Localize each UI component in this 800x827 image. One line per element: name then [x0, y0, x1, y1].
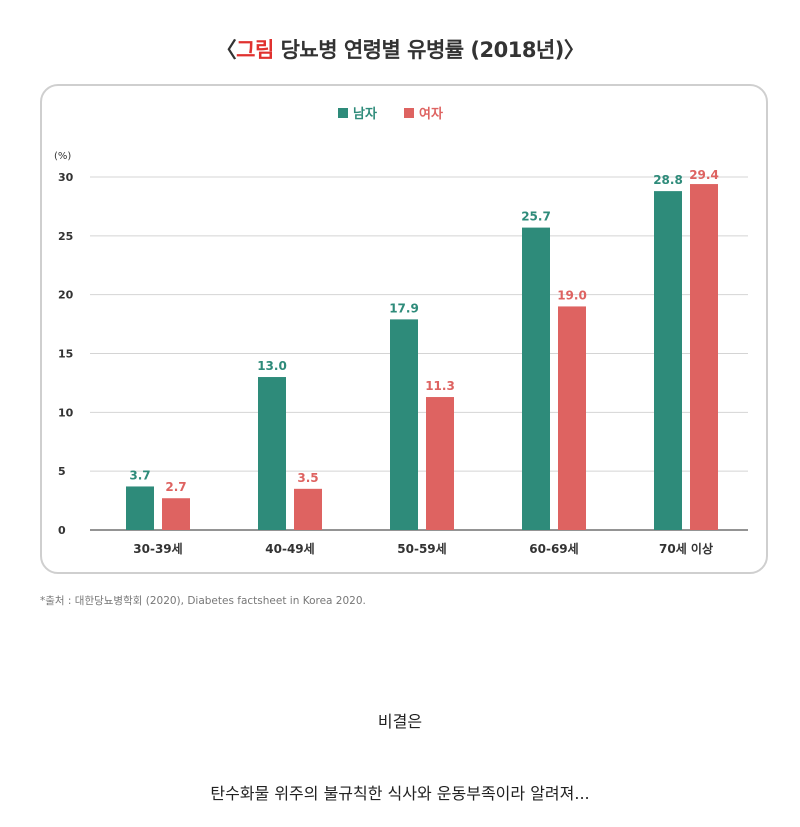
- x-tick-label: 30-39세: [133, 541, 182, 556]
- y-tick-label: 20: [58, 289, 74, 302]
- page-title: 〈그림 당뇨병 연령별 유병률 (2018년)〉: [0, 34, 800, 64]
- data-label: 3.7: [129, 468, 150, 482]
- y-tick-label: 25: [58, 230, 73, 243]
- bars: [126, 184, 718, 530]
- bar: [162, 498, 190, 530]
- bar: [294, 488, 322, 530]
- y-axis: (%) 0 5 10 15 20 25 30: [54, 151, 74, 537]
- data-label: 2.7: [165, 480, 186, 494]
- bar-chart: 남자 여자 (%) 0 5 10 15 20 25 30 3.7 2.7 13.0 3.5 17.9 11…: [54, 106, 748, 556]
- legend-swatch: [338, 108, 348, 118]
- y-tick-label: 30: [58, 171, 74, 184]
- bar: [390, 319, 418, 530]
- data-label: 3.5: [297, 471, 318, 485]
- bar: [690, 184, 718, 530]
- data-label: 19.0: [557, 288, 587, 302]
- bar: [426, 397, 454, 530]
- bar: [258, 377, 286, 530]
- y-tick-label: 10: [58, 406, 74, 419]
- legend-label: 여자: [419, 106, 443, 122]
- title-accent: 그림: [236, 38, 274, 62]
- data-label: 28.8: [653, 173, 683, 187]
- x-tick-label: 50-59세: [397, 541, 446, 556]
- legend-swatch: [404, 108, 414, 118]
- y-tick-label: 5: [58, 465, 66, 478]
- data-label: 29.4: [689, 168, 719, 182]
- data-label: 13.0: [257, 359, 287, 373]
- data-label: 11.3: [425, 379, 455, 393]
- y-unit-label: (%): [54, 151, 71, 162]
- bar: [654, 191, 682, 530]
- data-label: 25.7: [521, 210, 551, 224]
- x-tick-label: 40-49세: [265, 541, 314, 556]
- bar: [558, 306, 586, 530]
- bar: [522, 227, 550, 530]
- title-text: 당뇨병 연령별 유병률 (2018년)〉: [273, 38, 585, 62]
- y-tick-label: 15: [58, 348, 73, 361]
- bar: [126, 486, 154, 530]
- y-tick-label: 0: [58, 524, 66, 537]
- x-tick-label: 70세 이상: [659, 541, 713, 556]
- source-note: *출처 : 대한당뇨병학회 (2020), Diabetes factsheet…: [40, 595, 366, 607]
- gridlines: [90, 176, 748, 531]
- title-open-bracket: 〈: [215, 38, 237, 62]
- x-axis: 30-39세 40-49세 50-59세 60-69세 70세 이상: [133, 541, 713, 556]
- data-labels: 3.7 2.7 13.0 3.5 17.9 11.3 25.7 19.0 28.8 29.4: [129, 168, 718, 494]
- caption-line-2: 탄수화물 위주의 불규칙한 식사와 운동부족이라 알려져...: [210, 784, 590, 803]
- legend: 남자 여자: [338, 106, 443, 122]
- legend-label: 남자: [353, 106, 377, 122]
- caption-line-1: 비결은: [377, 712, 423, 731]
- data-label: 17.9: [389, 301, 419, 315]
- x-tick-label: 60-69세: [529, 541, 578, 556]
